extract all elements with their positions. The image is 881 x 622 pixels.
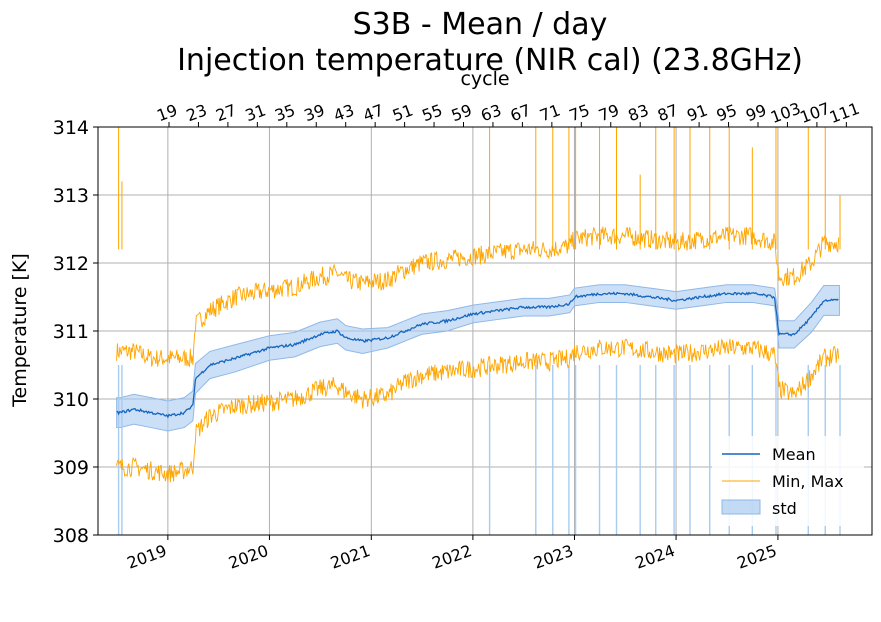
- y-tick-label: 309: [53, 457, 89, 479]
- cycle-tick-label: 27: [213, 100, 239, 125]
- min-max-lines: [116, 226, 840, 483]
- chart-title: S3B - Mean / day: [353, 7, 608, 42]
- mean-line-group: [116, 291, 839, 419]
- cycle-tick-label: 51: [390, 100, 416, 125]
- cycle-tick-label: 99: [743, 100, 769, 125]
- x-tick-label: 2024: [633, 541, 678, 573]
- cycle-tick-label: 35: [272, 100, 298, 125]
- cycle-tick-label: 19: [154, 100, 180, 125]
- cycle-tick-label: 47: [360, 100, 386, 125]
- y-axis-ticks: 308 309 310 311 312 313 314: [53, 117, 98, 547]
- x-tick-label: 2023: [531, 541, 576, 573]
- legend-label-minmax: Min, Max: [772, 472, 844, 491]
- cycle-tick-label: 79: [596, 100, 622, 125]
- x-tick-label: 2025: [735, 541, 780, 573]
- cycle-tick-label: 111: [827, 99, 862, 127]
- cycle-tick-label: 23: [184, 100, 210, 125]
- cycle-tick-label: 31: [243, 100, 269, 125]
- spike-lines: [117, 127, 841, 535]
- y-tick-label: 308: [53, 525, 89, 547]
- series-mean-line: [116, 291, 839, 419]
- cycle-tick-label: 39: [302, 100, 328, 125]
- std-band-area: [116, 284, 840, 432]
- cycle-tick-label: 87: [655, 100, 681, 125]
- legend-swatch-std: [721, 499, 761, 515]
- y-tick-label: 311: [53, 321, 89, 343]
- y-tick-label: 312: [53, 253, 89, 275]
- y-tick-label: 313: [53, 185, 89, 207]
- x-tick-label: 2022: [429, 541, 474, 573]
- series-max-line: [116, 226, 840, 368]
- cycle-tick-label: 63: [478, 100, 504, 125]
- x-axis-ticks: 2019 2020 2021 2022 2023 2024 2025: [124, 535, 779, 573]
- x-tick-label: 2020: [226, 541, 271, 573]
- x-tick-label: 2019: [124, 541, 169, 573]
- cycle-tick-label: 59: [449, 100, 475, 125]
- y-tick-label: 314: [53, 117, 89, 139]
- cycle-tick-label: 75: [567, 100, 593, 125]
- chart-subtitle: Injection temperature (NIR cal) (23.8GHz…: [177, 43, 803, 78]
- cycle-tick-label: 71: [537, 100, 563, 125]
- series-min-line: [116, 338, 840, 483]
- cycle-tick-label: 67: [508, 100, 534, 125]
- x-tick-label: 2021: [328, 541, 373, 573]
- cycle-tick-label: 91: [684, 100, 710, 125]
- cycle-axis-ticks: 19 23 27 31 35 39 43 47 51 55 59 63 67 71 75 79 83 87 91 95…: [154, 99, 862, 127]
- legend-label-mean: Mean: [772, 445, 816, 464]
- y-tick-label: 310: [53, 389, 89, 411]
- cycle-tick-label: 43: [331, 100, 357, 125]
- cycle-tick-label: 83: [626, 100, 652, 125]
- legend-label-std: std: [772, 499, 797, 518]
- cycle-tick-label: 95: [714, 100, 740, 125]
- legend: Mean Min, Max std: [712, 436, 864, 526]
- y-axis-label: Temperature [K]: [9, 253, 31, 408]
- cycle-tick-label: 55: [419, 100, 445, 125]
- std-band: [116, 284, 840, 432]
- top-axis-label: cycle: [460, 68, 509, 90]
